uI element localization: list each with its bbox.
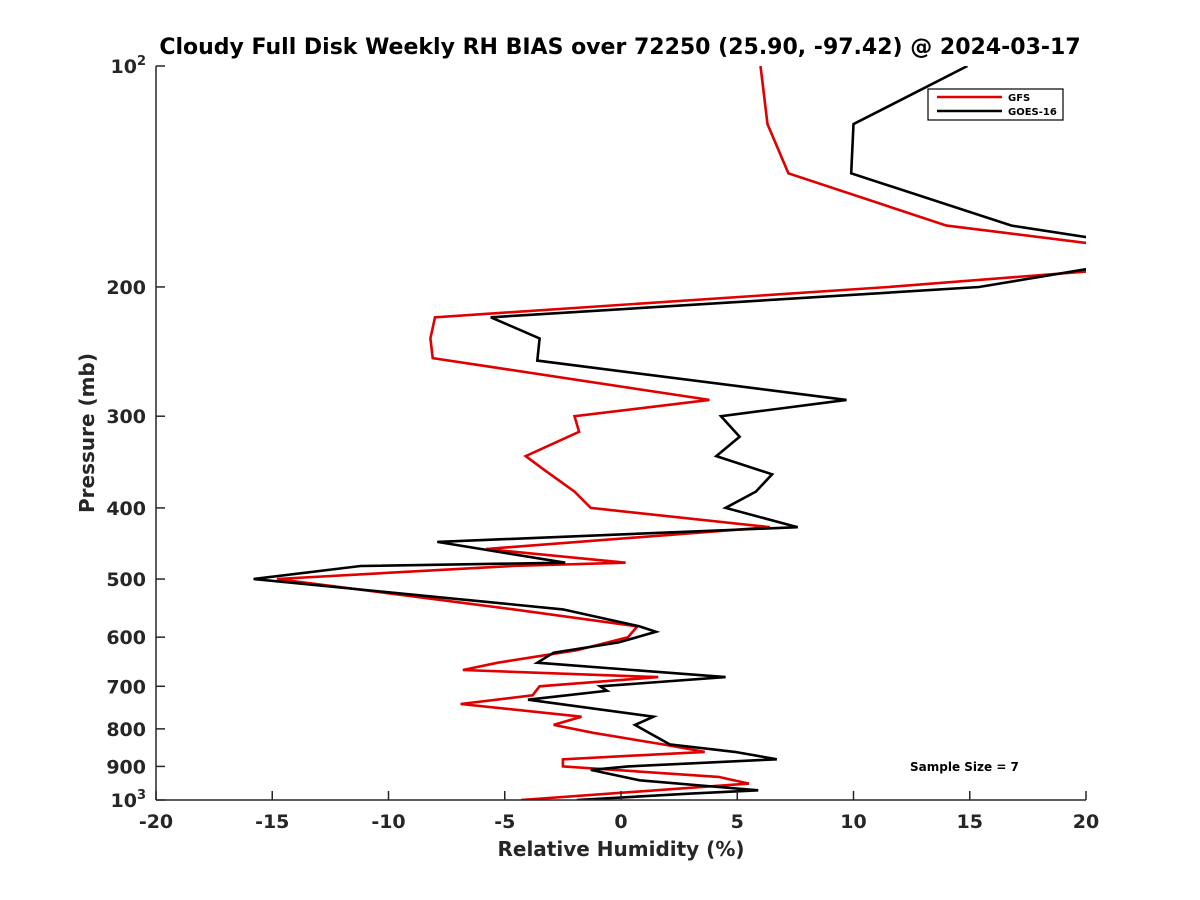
x-tick-label: 20 xyxy=(1073,811,1099,833)
y-tick-label: 600 xyxy=(106,627,146,649)
x-tick-label: 10 xyxy=(840,811,866,833)
x-ticks: -20 -15 -10 -5 0 5 10 15 20 xyxy=(139,791,1099,833)
chart-title: Cloudy Full Disk Weekly RH BIAS over 722… xyxy=(159,35,1080,60)
y-axis-label: Pressure (mb) xyxy=(75,353,99,513)
axes xyxy=(155,66,1086,801)
series-group xyxy=(253,66,1086,800)
x-tick-label: 15 xyxy=(957,811,983,833)
series-line-gfs xyxy=(276,66,1086,800)
y-tick-label: 103 xyxy=(111,788,147,812)
x-tick-label: 5 xyxy=(731,811,744,833)
y-tick-label: 700 xyxy=(106,676,146,698)
x-axis-label: Relative Humidity (%) xyxy=(497,837,744,861)
legend-box xyxy=(927,88,1064,121)
x-tick-label: -5 xyxy=(494,811,515,833)
y-tick-label: 900 xyxy=(106,756,146,778)
y-tick-label: 200 xyxy=(106,277,146,299)
y-tick-label: 500 xyxy=(106,569,146,591)
legend-label: GOES-16 xyxy=(1008,107,1057,118)
y-tick-label: 300 xyxy=(106,406,146,428)
y-tick-label: 800 xyxy=(106,719,146,741)
x-tick-label: -10 xyxy=(371,811,405,833)
legend: GFS GOES-16 xyxy=(927,88,1064,121)
y-ticks: 102 200 300 400 500 600 700 800 900 103 xyxy=(106,54,165,812)
x-tick-label: -20 xyxy=(139,811,173,833)
legend-label: GFS xyxy=(1008,93,1030,104)
sample-size-annotation: Sample Size = 7 xyxy=(910,760,1019,774)
y-tick-label: 400 xyxy=(106,498,146,520)
series-line-goes-16 xyxy=(253,66,1086,800)
y-tick-label: 102 xyxy=(111,54,147,78)
x-tick-label: 0 xyxy=(614,811,627,833)
x-tick-label: -15 xyxy=(255,811,289,833)
